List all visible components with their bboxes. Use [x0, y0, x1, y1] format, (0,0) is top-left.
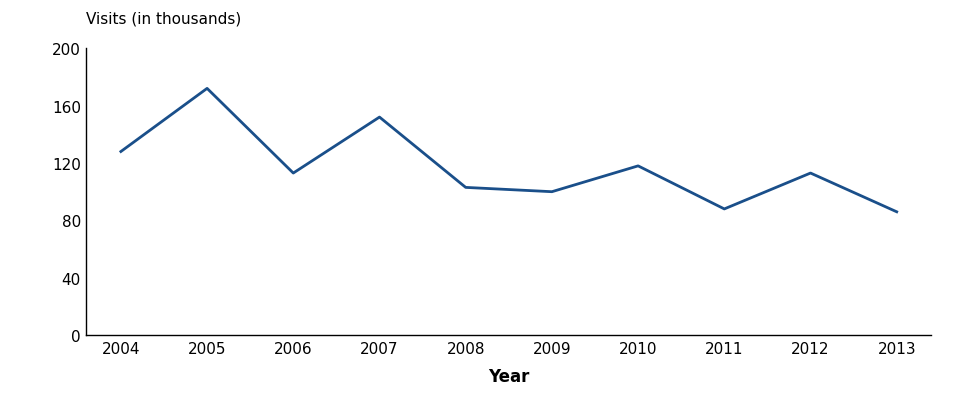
Text: Visits (in thousands): Visits (in thousands) [86, 11, 242, 26]
X-axis label: Year: Year [488, 367, 530, 385]
